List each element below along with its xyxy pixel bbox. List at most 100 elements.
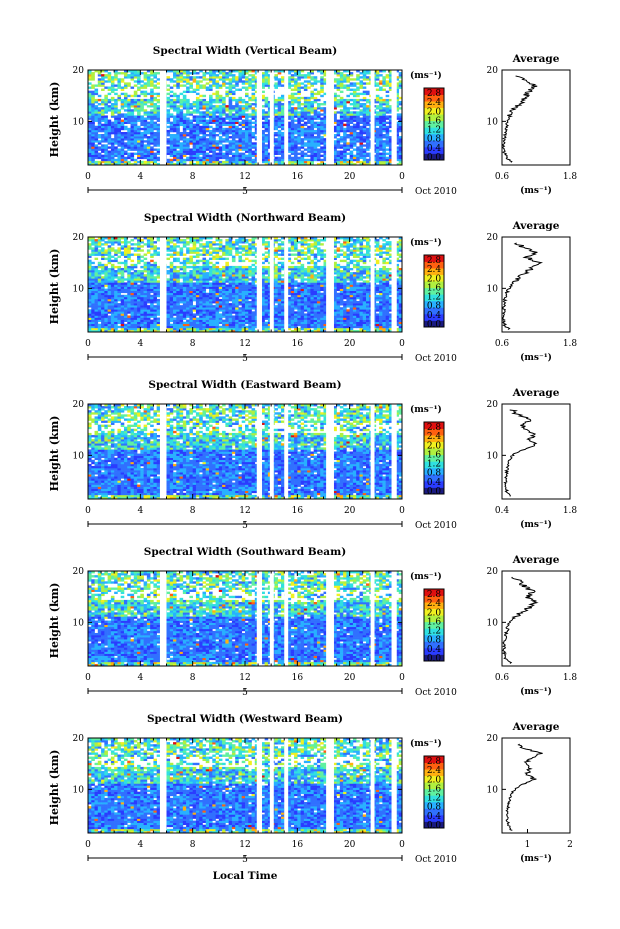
heatmap-cell	[173, 159, 177, 161]
heatmap-cell	[124, 99, 128, 101]
heatmap-cell	[114, 105, 118, 107]
heatmap-cell	[157, 136, 161, 138]
heatmap-cell	[104, 126, 108, 128]
heatmap-cell	[225, 136, 229, 138]
heatmap-cell	[232, 99, 236, 101]
heatmap-cell	[186, 76, 190, 78]
heatmap-cell	[91, 157, 95, 159]
heatmap-cell	[209, 118, 213, 120]
heatmap-cell	[88, 153, 92, 155]
heatmap-cell	[209, 146, 213, 148]
heatmap-cell	[91, 103, 95, 105]
heatmap-cell	[153, 84, 157, 86]
heatmap-cell	[167, 93, 171, 95]
heatmap-cell	[245, 155, 249, 157]
heatmap-cell	[157, 124, 161, 126]
heatmap-cell	[278, 78, 282, 80]
heatmap-cell	[196, 118, 200, 120]
heatmap-cell	[101, 120, 105, 122]
heatmap-cell	[180, 78, 184, 80]
heatmap-cell	[131, 134, 135, 136]
heatmap-cell	[189, 120, 193, 122]
heatmap-cell	[121, 128, 125, 130]
heatmap-cell	[252, 93, 256, 95]
heatmap-cell	[117, 157, 121, 159]
heatmap-cell	[193, 140, 197, 142]
heatmap-cell	[101, 144, 105, 146]
heatmap-cell	[98, 95, 102, 97]
heatmap-cell	[252, 132, 256, 134]
heatmap-cell	[170, 124, 174, 126]
heatmap-cell	[104, 132, 108, 134]
heatmap-cell	[183, 136, 187, 138]
heatmap-cell	[98, 122, 102, 124]
heatmap-cell	[98, 155, 102, 157]
heatmap-cell	[196, 87, 200, 89]
heatmap-cell	[206, 155, 210, 157]
heatmap-cell	[108, 132, 112, 134]
heatmap-cell	[114, 122, 118, 124]
heatmap-cell	[140, 87, 144, 89]
heatmap-cell	[91, 93, 95, 95]
heatmap-cell	[199, 115, 203, 117]
heatmap-cell	[88, 72, 92, 74]
heatmap-cell	[157, 82, 161, 84]
heatmap-cell	[124, 144, 128, 146]
heatmap-cell	[245, 126, 249, 128]
heatmap-cell	[157, 142, 161, 144]
heatmap-cell	[88, 128, 92, 130]
heatmap-cell	[238, 128, 242, 130]
heatmap-cell	[167, 115, 171, 117]
heatmap-cell	[229, 124, 233, 126]
heatmap-cell	[121, 142, 125, 144]
heatmap-cell	[209, 122, 213, 124]
heatmap-cell	[180, 142, 184, 144]
heatmap-cell	[232, 161, 236, 163]
heatmap-cell	[140, 93, 144, 95]
heatmap-cell	[157, 120, 161, 122]
heatmap-cell	[216, 95, 220, 97]
heatmap-cell	[104, 144, 108, 146]
heatmap-cell	[196, 161, 200, 163]
heatmap-cell	[173, 130, 177, 132]
heatmap-cell	[167, 138, 171, 140]
heatmap-cell	[238, 99, 242, 101]
heatmap-cell	[186, 126, 190, 128]
heatmap-cell	[189, 105, 193, 107]
heatmap-cell	[170, 140, 174, 142]
heatmap-cell	[180, 120, 184, 122]
heatmap-cell	[274, 76, 278, 78]
heatmap-cell	[108, 146, 112, 148]
heatmap-cell	[183, 134, 187, 136]
heatmap-cell	[281, 95, 285, 97]
heatmap-cell	[150, 80, 154, 82]
heatmap-cell	[238, 142, 242, 144]
heatmap-cell	[206, 130, 210, 132]
heatmap-cell	[114, 155, 118, 157]
heatmap-cell	[196, 153, 200, 155]
heatmap-cell	[176, 105, 180, 107]
heatmap-cell	[212, 74, 216, 76]
heatmap-cell	[88, 155, 92, 157]
heatmap-cell	[180, 80, 184, 82]
heatmap-cell	[144, 93, 148, 95]
heatmap-cell	[196, 115, 200, 117]
heatmap-cell	[248, 87, 252, 89]
heatmap-cell	[278, 134, 282, 136]
heatmap-cell	[91, 115, 95, 117]
heatmap-cell	[167, 97, 171, 99]
heatmap-cell	[108, 87, 112, 89]
heatmap-cell	[137, 107, 141, 109]
heatmap-cell	[121, 155, 125, 157]
heatmap-cell	[157, 113, 161, 115]
heatmap-cell	[127, 101, 131, 103]
heatmap-cell	[242, 87, 246, 89]
heatmap-cell	[153, 144, 157, 146]
heatmap-cell	[121, 107, 125, 109]
heatmap-cell	[150, 122, 154, 124]
heatmap-cell	[167, 103, 171, 105]
heatmap-cell	[193, 151, 197, 153]
heatmap-cell	[114, 107, 118, 109]
heatmap-cell	[235, 140, 239, 142]
heatmap-cell	[274, 124, 278, 126]
